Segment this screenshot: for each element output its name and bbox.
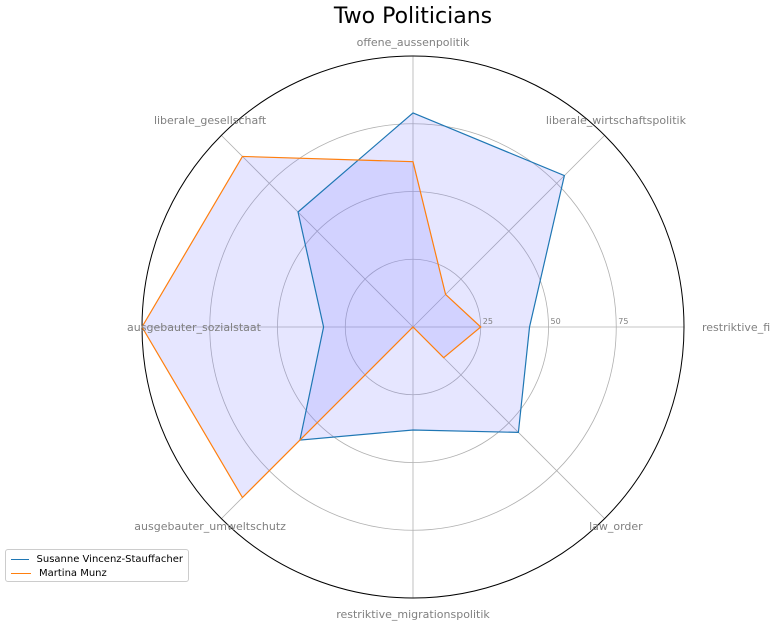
- axis-spoke: [221, 135, 414, 328]
- axis-labels: offene_aussenpolitik liberale_wirtschafts…: [127, 36, 770, 621]
- radial-tick-labels: 25 50 75: [483, 317, 629, 326]
- legend: Susanne Vincenz-Stauffacher Martina Munz: [5, 549, 189, 582]
- tick-label: 25: [483, 317, 493, 326]
- axis-spoke: [412, 326, 605, 519]
- axis-label-ausgebauter_umweltschutz: ausgebauter_umweltschutz: [134, 520, 286, 533]
- axis-label-liberale_gesellschaft: liberale_gesellschaft: [154, 114, 267, 127]
- legend-item: Martina Munz: [11, 566, 183, 580]
- radar-grid: [141, 55, 685, 599]
- legend-label: Susanne Vincenz-Stauffacher: [36, 553, 183, 565]
- axis-label-restriktive_finanzpolitik: restriktive_finanzpolitik: [702, 321, 770, 334]
- axis-label-law_order: law_order: [589, 520, 643, 533]
- tick-label: 50: [551, 317, 561, 326]
- tick-label: 75: [618, 317, 628, 326]
- chart-title: Two Politicians: [333, 4, 492, 29]
- series-fill: [298, 112, 565, 441]
- legend-label: Martina Munz: [39, 567, 107, 579]
- axis-label-liberale_wirtschaftspolitik: liberale_wirtschaftspolitik: [546, 114, 687, 127]
- legend-item: Susanne Vincenz-Stauffacher: [11, 552, 183, 566]
- axis-label-restriktive_migrationspolitik: restriktive_migrationspolitik: [336, 608, 490, 621]
- axis-label-offene_aussenpolitik: offene_aussenpolitik: [357, 36, 470, 49]
- legend-swatch: [11, 572, 31, 574]
- series-fill: [142, 156, 481, 498]
- axis-spoke: [412, 135, 605, 328]
- series-lines: [141, 112, 566, 499]
- series-line: [297, 112, 566, 441]
- axis-label-ausgebauter_sozialstaat: ausgebauter_sozialstaat: [127, 321, 262, 334]
- legend-swatch: [11, 558, 29, 560]
- series-line: [141, 155, 482, 499]
- series-fills: [142, 112, 565, 498]
